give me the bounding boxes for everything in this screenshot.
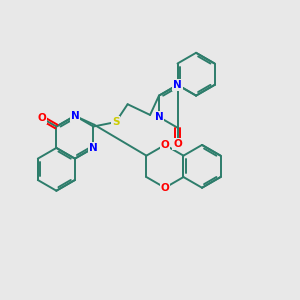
Text: O: O bbox=[160, 140, 169, 150]
Text: O: O bbox=[38, 113, 46, 123]
Text: O: O bbox=[173, 139, 182, 149]
Text: N: N bbox=[70, 111, 79, 121]
Text: O: O bbox=[160, 183, 169, 193]
Text: N: N bbox=[173, 80, 182, 90]
Text: N: N bbox=[154, 112, 164, 122]
Text: S: S bbox=[112, 117, 119, 127]
Text: N: N bbox=[89, 143, 98, 153]
